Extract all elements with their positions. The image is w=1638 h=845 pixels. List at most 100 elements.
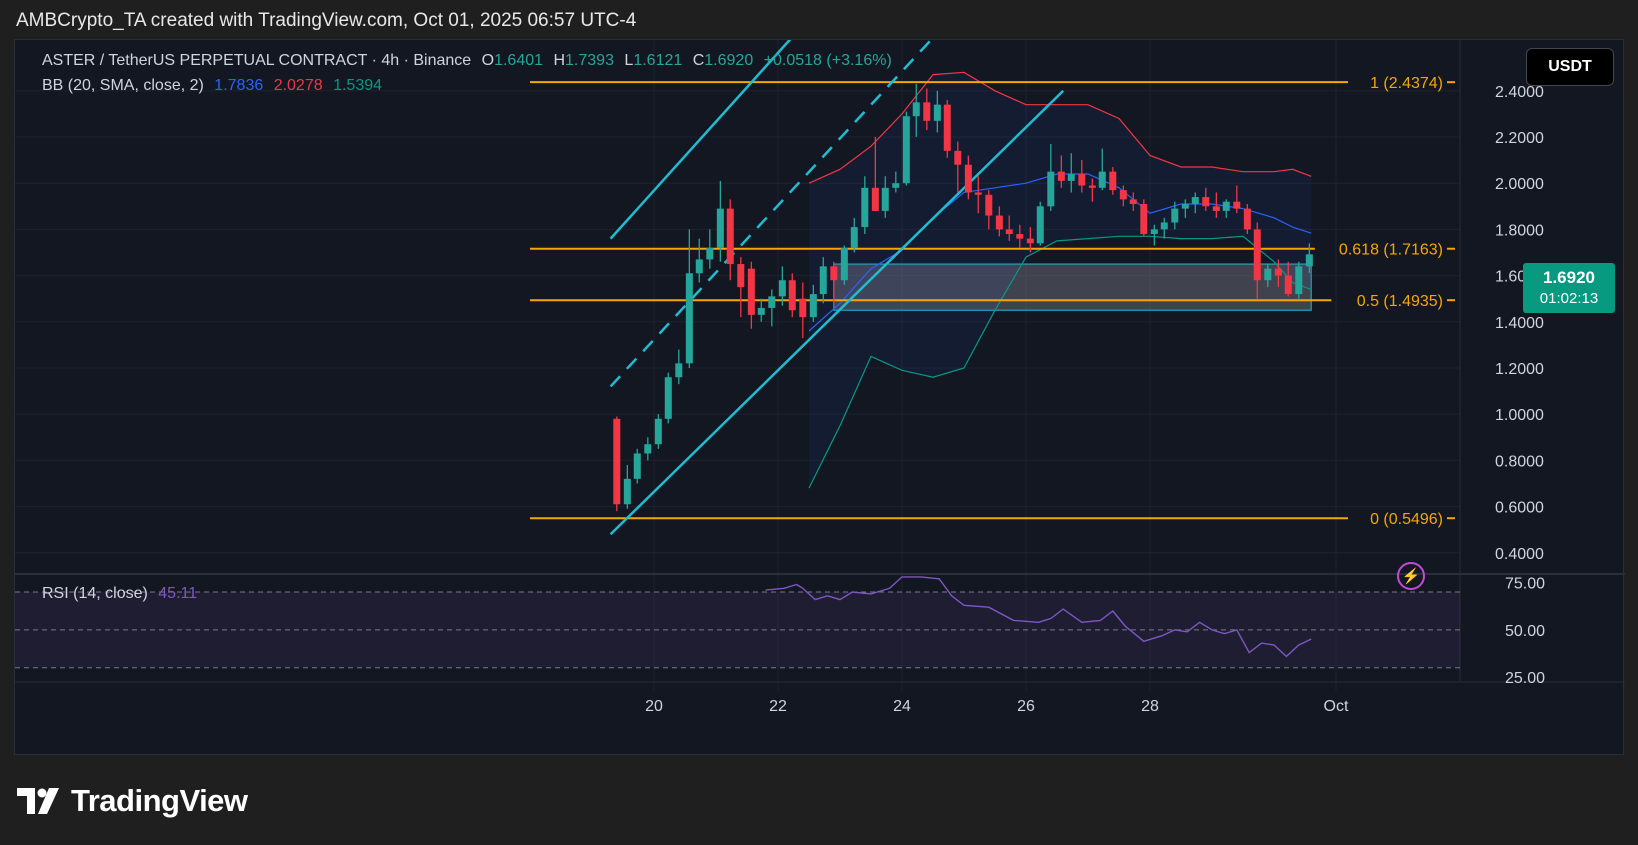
price-tick-label: 1.4000 <box>1495 315 1544 332</box>
candle-body <box>654 418 662 445</box>
candle-body <box>861 187 869 228</box>
candle-body <box>1274 268 1282 276</box>
candle-body <box>737 264 745 288</box>
rsi-tick-label: 25.00 <box>1505 670 1545 687</box>
date-tick-label: Oct <box>1324 698 1349 715</box>
channel-upper-line <box>609 40 792 240</box>
candle-body <box>1160 222 1168 230</box>
price-tick-label: 1.8000 <box>1495 222 1544 239</box>
tradingview-logo-icon <box>17 788 59 814</box>
chart-canvas[interactable]: 1 (2.4374) 0.618 (1.7163) 0.5 (1.4935) 0 (0… <box>15 40 1625 756</box>
candle-body <box>1140 203 1148 235</box>
fib-label: 0.618 (1.7163) <box>1339 242 1443 259</box>
price-tick-label: 1.0000 <box>1495 407 1544 424</box>
date-tick-label: 24 <box>893 698 911 715</box>
candle-body <box>1212 206 1220 211</box>
candle-body <box>799 298 807 318</box>
candle-body <box>1284 275 1292 295</box>
bb-label: BB (20, SMA, close, 2) <box>42 77 204 94</box>
support-zone-rect <box>833 263 1312 311</box>
close-value: C1.6920 <box>692 52 754 69</box>
channel-lower-line <box>609 89 1065 536</box>
candle-body <box>1078 173 1086 186</box>
candle-body <box>716 208 724 248</box>
candle-body <box>1088 185 1096 188</box>
candle-body <box>1243 208 1251 230</box>
candle-body <box>1305 254 1313 267</box>
candle-body <box>1150 229 1158 235</box>
fib-label: 1 (2.4374) <box>1370 75 1443 92</box>
open-value: O1.6401 <box>481 52 544 69</box>
bb-legend: BB (20, SMA, close, 2) 1.7836 2.0278 1.5… <box>42 77 388 95</box>
candle-body <box>664 377 672 419</box>
chart-frame[interactable]: 1 (2.4374) 0.618 (1.7163) 0.5 (1.4935) 0 (0… <box>14 39 1625 756</box>
candle-body <box>871 187 879 211</box>
candle-body <box>995 215 1003 230</box>
candle-body <box>923 102 931 121</box>
price-tick-label: 2.2000 <box>1495 130 1544 147</box>
date-tick-label: 20 <box>645 698 663 715</box>
date-tick-label: 26 <box>1017 698 1035 715</box>
candle-body <box>675 363 683 378</box>
support-zone <box>833 263 1312 311</box>
rsi-tick-label: 50.00 <box>1505 623 1545 640</box>
candle-body <box>1067 173 1075 181</box>
channel-lines <box>609 40 1065 536</box>
fib-label: 0 (0.5496) <box>1370 511 1443 528</box>
chart-header: AMBCrypto_TA created with TradingView.co… <box>16 10 637 31</box>
candle-body <box>1016 234 1024 239</box>
candle-body <box>1047 171 1055 207</box>
candle-body <box>613 418 621 505</box>
candle-body <box>1005 229 1013 235</box>
price-tick-label: 1.2000 <box>1495 361 1544 378</box>
candle-body <box>1264 268 1272 281</box>
candle-body <box>1253 229 1261 281</box>
rsi-value: 45.11 <box>158 585 198 602</box>
fib-levels: 1 (2.4374) 0.618 (1.7163) 0.5 (1.4935) 0 (0… <box>530 75 1455 528</box>
candle-body <box>644 444 652 454</box>
date-tick-label: 22 <box>769 698 787 715</box>
candle-body <box>1119 190 1127 200</box>
candle-body <box>685 273 693 364</box>
axis-labels: 2.40002.20002.00001.80001.60001.40001.20… <box>645 84 1545 715</box>
rsi-tick-label: 75.00 <box>1505 576 1545 593</box>
ohlc-legend: ASTER / TetherUS PERPETUAL CONTRACT · 4h… <box>42 52 898 70</box>
candle-body <box>623 478 631 505</box>
candle-body <box>768 296 776 308</box>
candle-body <box>788 280 796 311</box>
candle-body <box>830 266 838 281</box>
candle-body <box>809 294 817 318</box>
candle-body <box>757 307 765 315</box>
candle-body <box>747 268 755 315</box>
high-value: H1.7393 <box>553 52 614 69</box>
candle-body <box>974 192 982 195</box>
bb-upper-value: 2.0278 <box>273 77 323 94</box>
bar-countdown: 01:02:13 <box>1539 290 1599 307</box>
candle-body <box>1222 201 1230 211</box>
rsi-panel <box>15 591 1460 669</box>
candle-body <box>1202 197 1210 207</box>
currency-button[interactable]: USDT <box>1526 48 1614 86</box>
bb-fill <box>809 72 1312 489</box>
candle-body <box>695 259 703 274</box>
lightning-icon[interactable]: ⚡ <box>1397 562 1425 590</box>
candle-body <box>840 247 848 281</box>
candle-body <box>1026 238 1034 244</box>
date-tick-label: 28 <box>1141 698 1159 715</box>
candle-body <box>1057 171 1065 181</box>
price-tick-label: 0.4000 <box>1495 546 1544 563</box>
bb-upper-line <box>808 71 1312 184</box>
candle-body <box>912 102 920 117</box>
candle-body <box>706 247 714 260</box>
candle-body <box>819 266 827 295</box>
last-price: 1.6920 <box>1543 268 1595 287</box>
candle-body <box>1181 203 1189 209</box>
price-tick-label: 0.6000 <box>1495 500 1544 517</box>
candle-body <box>1191 197 1199 204</box>
price-tick-label: 2.4000 <box>1495 84 1544 101</box>
candles <box>613 83 1313 512</box>
candle-body <box>726 208 734 265</box>
last-price-tag: 1.6920 01:02:13 <box>1523 263 1615 313</box>
candle-body <box>881 187 889 211</box>
candle-body <box>1098 171 1106 188</box>
